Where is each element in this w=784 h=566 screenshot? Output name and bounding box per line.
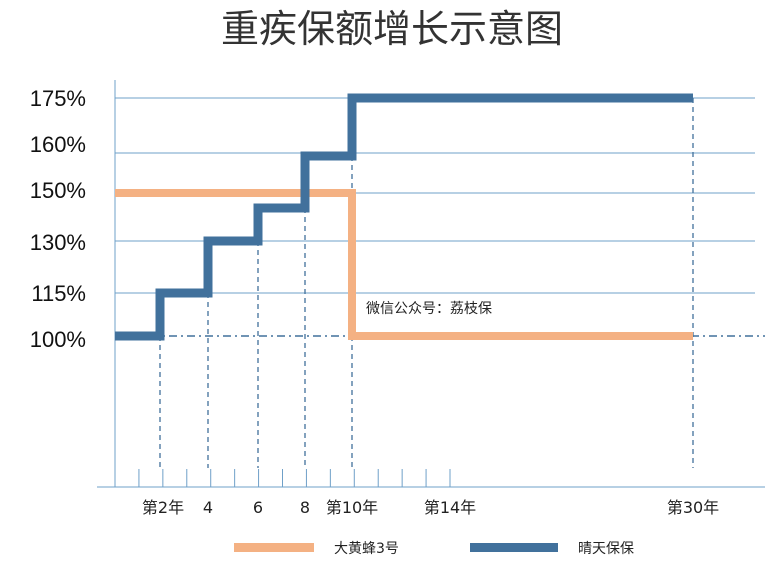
chart-title: 重疾保额增长示意图 xyxy=(221,7,563,51)
legend-swatch-dahuangfeng xyxy=(234,543,314,552)
x-tick-label: 第10年 xyxy=(326,498,378,517)
annotation-text: 微信公众号：荔枝保 xyxy=(366,301,492,317)
y-tick-label: 175% xyxy=(30,86,86,111)
legend-label-dahuangfeng: 大黄蜂3号 xyxy=(334,540,399,557)
series-line-0 xyxy=(115,189,693,340)
y-tick-label: 160% xyxy=(30,132,86,157)
x-tick-label: 第14年 xyxy=(424,498,476,517)
y-tick-label: 115% xyxy=(31,281,86,306)
x-tick-label: 4 xyxy=(203,498,213,517)
series-line-1 xyxy=(115,93,693,341)
legend: 大黄蜂3号 晴天保保 xyxy=(234,540,634,557)
x-tick-label: 8 xyxy=(300,498,310,517)
y-tick-label: 100% xyxy=(30,327,86,352)
y-tick-labels: 175% 160% 150% 130% 115% 100% xyxy=(30,86,86,352)
axes xyxy=(97,80,765,488)
y-tick-label: 130% xyxy=(30,230,86,255)
y-tick-label: 150% xyxy=(30,178,86,203)
legend-swatch-qingtianbaobao xyxy=(470,543,558,552)
x-tick-labels: 第2年 4 6 8 第10年 第14年 第30年 xyxy=(142,498,719,517)
series-lines xyxy=(115,93,693,341)
x-tick-label: 6 xyxy=(253,498,263,517)
legend-label-qingtianbaobao: 晴天保保 xyxy=(578,541,634,557)
x-tick-label: 第30年 xyxy=(667,498,719,517)
x-tick-label: 第2年 xyxy=(142,498,184,517)
